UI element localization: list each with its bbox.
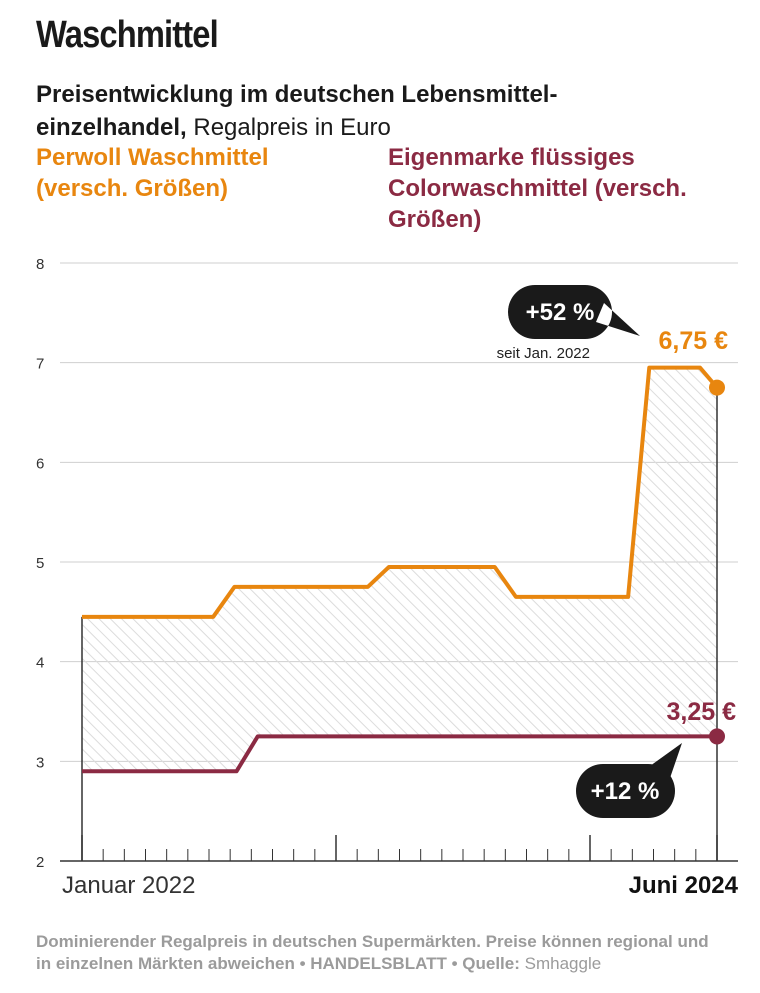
footer-main: Dominierender Regalpreis in deutschen Su… bbox=[36, 932, 709, 973]
y-tick-label-2: 2 bbox=[36, 854, 44, 871]
y-tick-label-6: 6 bbox=[36, 455, 44, 472]
y-tick-label-5: 5 bbox=[36, 555, 44, 572]
end-point-1 bbox=[709, 728, 725, 745]
callout-bubble-perwoll bbox=[508, 285, 640, 339]
y-tick-label-7: 7 bbox=[36, 356, 44, 373]
end-point-0 bbox=[709, 379, 725, 396]
area-between-series bbox=[82, 367, 717, 772]
chart-title: Waschmittel bbox=[36, 14, 219, 56]
y-tick-label-4: 4 bbox=[36, 655, 44, 672]
legend-perwoll: Perwoll Waschmittel (versch. Größen) bbox=[36, 144, 269, 202]
legend-eigenmarke: Eigenmarke flüssiges Colorwaschmittel (v… bbox=[388, 144, 687, 233]
callout-change-perwoll: +52 % bbox=[526, 299, 595, 326]
value-label-perwoll: 6,75 € bbox=[658, 327, 728, 355]
x-end-label: Juni 2024 bbox=[629, 872, 739, 899]
value-label-eigenmarke: 3,25 € bbox=[666, 698, 736, 726]
callout-bubble-eigenmarke bbox=[576, 743, 682, 818]
y-tick-label-8: 8 bbox=[36, 256, 44, 273]
subtitle-bold: Preisentwicklung im deutschen Lebensmitt… bbox=[36, 81, 558, 141]
footer-source: Smhaggle bbox=[524, 954, 602, 973]
y-tick-label-3: 3 bbox=[36, 754, 44, 771]
callout-note-perwoll: seit Jan. 2022 bbox=[497, 345, 590, 362]
callout-change-eigenmarke: +12 % bbox=[591, 778, 660, 805]
series-line-0 bbox=[82, 365, 719, 619]
chart-subtitle: Preisentwicklung im deutschen Lebensmitt… bbox=[36, 78, 696, 144]
footer-note: Dominierender Regalpreis in deutschen Su… bbox=[36, 931, 726, 975]
subtitle-normal: Regalpreis in Euro bbox=[193, 114, 391, 141]
x-start-label: Januar 2022 bbox=[62, 872, 195, 899]
series-line-1 bbox=[82, 734, 717, 774]
